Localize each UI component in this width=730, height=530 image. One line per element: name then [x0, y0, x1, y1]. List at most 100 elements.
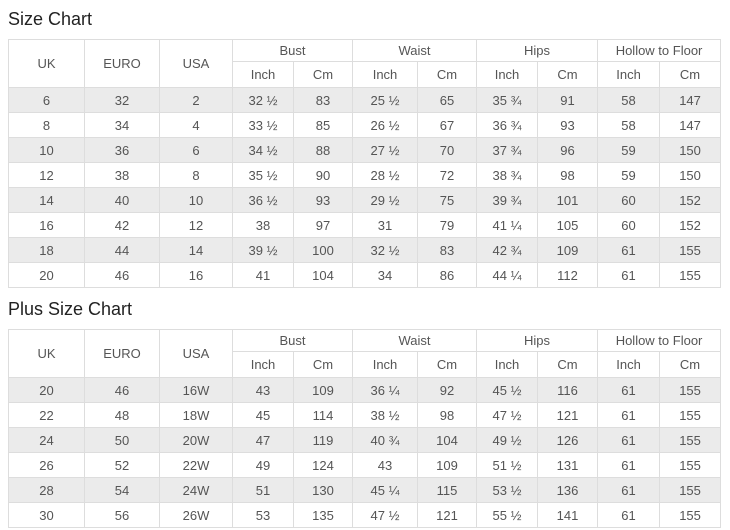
- table-cell: 38 ½: [352, 402, 419, 428]
- column-header-euro: EURO: [84, 39, 160, 88]
- table-row: 28 54 24W 51 130 45 ¼ 115 53 ½ 136 61 155: [8, 477, 722, 503]
- table-cell: 119: [292, 427, 354, 453]
- size-chart-table: UK EURO USA Bust Waist Hips Hollow to Fl…: [8, 39, 722, 288]
- column-header-hollow-to-floor: Hollow to Floor: [597, 39, 722, 62]
- unit-header-hips-cm: Cm: [537, 61, 599, 88]
- table-cell: 85: [292, 112, 354, 138]
- table-cell: 6: [8, 87, 85, 113]
- table-cell: 33 ½: [232, 112, 294, 138]
- table-cell: 30: [8, 502, 85, 528]
- table-cell: 88: [292, 137, 354, 163]
- table-cell: 155: [659, 262, 722, 288]
- column-header-waist: Waist: [352, 39, 478, 62]
- table-cell: 155: [659, 477, 722, 503]
- table-cell: 18: [8, 237, 85, 263]
- table-cell: 43: [352, 452, 419, 478]
- table-cell: 35 ¾: [476, 87, 539, 113]
- table-cell: 44 ¼: [476, 262, 539, 288]
- table-cell: 97: [292, 212, 354, 238]
- table-cell: 31: [352, 212, 419, 238]
- size-chart-title: Size Chart: [8, 9, 93, 29]
- table-cell: 2: [159, 87, 233, 113]
- table-cell: 141: [537, 502, 599, 528]
- unit-header-bust-inch: Inch: [232, 61, 294, 88]
- unit-header-waist-cm: Cm: [417, 61, 478, 88]
- table-cell: 47 ½: [352, 502, 419, 528]
- table-cell: 27 ½: [352, 137, 419, 163]
- table-cell: 46: [84, 377, 160, 403]
- table-cell: 50: [84, 427, 160, 453]
- table-cell: 47: [232, 427, 294, 453]
- unit-header-bust-cm: Cm: [292, 61, 354, 88]
- table-cell: 25 ½: [352, 87, 419, 113]
- table-cell: 83: [292, 87, 354, 113]
- table-cell: 67: [417, 112, 478, 138]
- table-cell: 22W: [159, 452, 233, 478]
- plus-size-chart-title: Plus Size Chart: [8, 299, 133, 319]
- table-cell: 116: [537, 377, 599, 403]
- unit-header-bust-inch: Inch: [232, 351, 294, 378]
- table-cell: 155: [659, 377, 722, 403]
- table-cell: 24: [8, 427, 85, 453]
- table-cell: 155: [659, 402, 722, 428]
- table-cell: 49: [232, 452, 294, 478]
- table-cell: 54: [84, 477, 160, 503]
- table-cell: 46: [84, 262, 160, 288]
- table-cell: 58: [597, 112, 661, 138]
- table-cell: 130: [292, 477, 354, 503]
- table-cell: 150: [659, 162, 722, 188]
- table-cell: 20W: [159, 427, 233, 453]
- table-cell: 61: [597, 452, 661, 478]
- table-cell: 91: [537, 87, 599, 113]
- unit-header-hollow-inch: Inch: [597, 351, 661, 378]
- column-header-uk: UK: [8, 39, 85, 88]
- table-cell: 53: [232, 502, 294, 528]
- column-header-usa: USA: [159, 329, 233, 378]
- unit-header-waist-cm: Cm: [417, 351, 478, 378]
- table-cell: 104: [292, 262, 354, 288]
- unit-header-waist-inch: Inch: [352, 61, 419, 88]
- header-unit-row: Inch Cm Inch Cm Inch Cm Inch Cm: [9, 61, 722, 88]
- table-cell: 114: [292, 402, 354, 428]
- table-cell: 12: [8, 162, 85, 188]
- column-header-hollow-to-floor: Hollow to Floor: [597, 329, 722, 352]
- table-cell: 49 ½: [476, 427, 539, 453]
- column-header-bust: Bust: [231, 329, 354, 352]
- plus-size-chart-table: UK EURO USA Bust Waist Hips Hollow to Fl…: [8, 329, 722, 528]
- table-cell: 121: [417, 502, 478, 528]
- unit-header-bust-cm: Cm: [292, 351, 354, 378]
- table-cell: 26W: [159, 502, 233, 528]
- table-row: 22 48 18W 45 114 38 ½ 98 47 ½ 121 61 155: [8, 402, 722, 428]
- table-cell: 36 ¼: [352, 377, 419, 403]
- plus-size-chart-body: 20 46 16W 43 109 36 ¼ 92 45 ½ 116 61 155 22 48 18W 45 1…: [8, 377, 722, 528]
- table-cell: 34: [84, 112, 160, 138]
- table-cell: 61: [597, 377, 661, 403]
- table-row: 24 50 20W 47 119 40 ¾ 104 49 ½ 126 61 155: [8, 427, 722, 453]
- table-cell: 14: [159, 237, 233, 263]
- table-cell: 90: [292, 162, 354, 188]
- table-cell: 131: [537, 452, 599, 478]
- header-unit-row: Inch Cm Inch Cm Inch Cm Inch Cm: [9, 351, 722, 378]
- table-row: 30 56 26W 53 135 47 ½ 121 55 ½ 141 61 155: [8, 502, 722, 528]
- table-cell: 39 ½: [232, 237, 294, 263]
- table-cell: 37 ¾: [476, 137, 539, 163]
- table-row: 12 38 8 35 ½ 90 28 ½ 72 38 ¾ 98 59 150: [8, 162, 722, 188]
- table-cell: 61: [597, 477, 661, 503]
- table-cell: 51 ½: [476, 452, 539, 478]
- unit-header-hips-inch: Inch: [476, 61, 539, 88]
- table-cell: 40 ¾: [352, 427, 419, 453]
- table-cell: 39 ¾: [476, 187, 539, 213]
- table-cell: 32 ½: [352, 237, 419, 263]
- table-cell: 41: [232, 262, 294, 288]
- table-cell: 86: [417, 262, 478, 288]
- table-cell: 43: [232, 377, 294, 403]
- table-row: 18 44 14 39 ½ 100 32 ½ 83 42 ¾ 109 61 155: [8, 237, 722, 263]
- table-cell: 8: [8, 112, 85, 138]
- table-cell: 48: [84, 402, 160, 428]
- table-cell: 55 ½: [476, 502, 539, 528]
- table-cell: 105: [537, 212, 599, 238]
- table-cell: 41 ¼: [476, 212, 539, 238]
- table-cell: 150: [659, 137, 722, 163]
- table-cell: 40: [84, 187, 160, 213]
